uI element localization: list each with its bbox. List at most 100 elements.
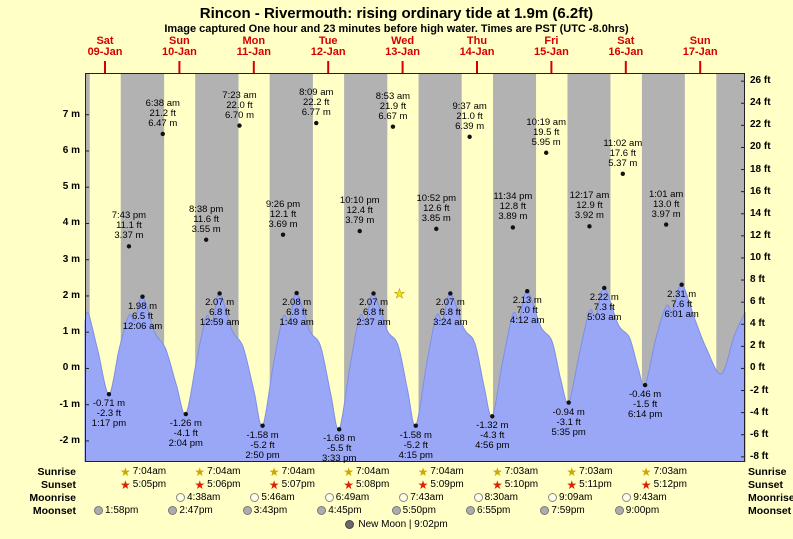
moonrise-icon xyxy=(176,493,185,502)
tide-marker-label-line: 2.22 m xyxy=(589,291,619,303)
tide-marker-label-line: 7.6 ft xyxy=(671,298,693,310)
y-axis-label-m: 4 m xyxy=(62,217,80,229)
upper-marker-dot xyxy=(510,225,516,230)
upper-marker-label-line: 7:23 am xyxy=(222,89,257,101)
astro-row-label-left: Sunset xyxy=(40,479,76,491)
tide-marker-label-line: 2.07 m xyxy=(435,297,465,309)
y-axis-label-ft: 22 ft xyxy=(750,119,771,131)
tide-marker-dot xyxy=(490,414,495,419)
day-label: Sat 16-Jan xyxy=(596,36,656,58)
tide-marker-label-line: 3:33 pm xyxy=(322,453,357,465)
astro-row-label-right: Sunset xyxy=(748,479,784,491)
tide-marker-label: 2.07 m 6.8 ft 3:24 am xyxy=(421,298,479,328)
upper-marker-label: 10:19 am 19.5 ft 5.95 m xyxy=(517,117,575,148)
tide-marker-label-line: -4.3 ft xyxy=(480,430,505,442)
upper-marker-dot xyxy=(237,123,242,128)
day-date: 14-Jan xyxy=(459,46,495,58)
upper-marker-label-line: 7:43 pm xyxy=(111,210,147,222)
sunset-time: 5:10pm xyxy=(504,479,539,490)
upper-marker-label-line: 10:10 pm xyxy=(339,195,380,207)
upper-marker-label-line: 8:38 pm xyxy=(188,203,224,215)
tide-marker-label-line: 2.31 m xyxy=(667,288,697,300)
tide-marker-dot xyxy=(448,291,453,296)
tide-marker-label: 2.31 m 7.6 ft 6:01 am xyxy=(653,288,711,320)
upper-marker-label-line: 21.9 ft xyxy=(379,100,407,112)
upper-marker-label: 10:52 pm 12.6 ft 3.85 m xyxy=(407,192,465,224)
moonrise-entry: 9:09am xyxy=(548,492,592,503)
tide-marker-label-line: 4:12 am xyxy=(510,315,545,327)
tide-marker-label-line: 7.3 ft xyxy=(593,301,615,313)
day-label: Sun 10-Jan xyxy=(149,36,209,58)
upper-marker-dot xyxy=(620,171,625,176)
tide-marker-label-line: 12:06 am xyxy=(122,320,163,332)
tide-marker-label-line: 2.08 m xyxy=(282,297,312,309)
moonrise-time: 4:38am xyxy=(187,492,221,503)
tide-marker-dot xyxy=(566,400,571,405)
sunrise-star-icon: ★ xyxy=(566,464,578,479)
moonrise-time: 8:30am xyxy=(484,492,518,503)
y-axis-label-ft: -8 ft xyxy=(750,450,769,462)
moonset-icon xyxy=(317,506,327,515)
tide-marker-label-line: 2.07 m xyxy=(205,297,235,309)
y-axis-label-ft: 10 ft xyxy=(750,251,771,263)
y-axis-label-m: 3 m xyxy=(62,253,80,265)
tide-marker-label-line: -1.5 ft xyxy=(632,399,658,411)
astro-row-label-left: Sunrise xyxy=(37,466,76,478)
tide-marker-label: -1.26 m -4.1 ft 2:04 pm xyxy=(157,419,215,449)
tide-marker-dot xyxy=(371,291,376,296)
tide-marker-label: -0.46 m -1.5 ft 6:14 pm xyxy=(616,390,674,420)
sunrise-time: 7:04am xyxy=(132,466,167,477)
moonset-time: 1:58pm xyxy=(105,505,139,516)
upper-marker-label: 7:43 pm 11.1 ft 3.37 m xyxy=(100,211,158,241)
moonset-entry: 5:50pm xyxy=(391,505,436,516)
tide-marker-label-line: 1:17 pm xyxy=(91,418,127,430)
upper-marker-label-line: 12.1 ft xyxy=(269,208,297,220)
tide-marker-label-line: 6.5 ft xyxy=(131,310,154,322)
moonset-icon xyxy=(242,506,252,515)
moonrise-time: 7:43am xyxy=(410,492,444,503)
upper-marker-dot xyxy=(126,244,132,249)
sunset-time: 5:06pm xyxy=(207,479,241,490)
day-label: Thu 14-Jan xyxy=(447,36,507,58)
upper-marker-dot xyxy=(203,237,209,242)
upper-marker-label-line: 11.1 ft xyxy=(116,220,142,232)
upper-marker-label: 11:34 pm 12.8 ft 3.89 m xyxy=(484,192,542,222)
sunset-star-icon: ★ xyxy=(268,477,280,492)
y-axis-label-ft: 16 ft xyxy=(750,185,771,197)
sunset-entry: ★ 5:11pm xyxy=(566,479,611,491)
day-of-week: Mon xyxy=(242,35,266,47)
night-band xyxy=(85,73,90,462)
moonset-icon xyxy=(168,506,178,515)
sunset-time: 5:12pm xyxy=(653,479,687,490)
upper-marker-label-line: 22.0 ft xyxy=(226,99,253,111)
moonset-entry: 9:00pm xyxy=(614,505,659,516)
upper-marker-label-line: 19.5 ft xyxy=(532,126,560,138)
y-axis-label-ft: 26 ft xyxy=(750,75,771,87)
moonrise-time: 9:43am xyxy=(633,492,667,503)
tide-marker-label-line: -5.2 ft xyxy=(403,439,428,451)
upper-marker-label-line: 10:52 pm xyxy=(416,192,457,204)
sunset-star-icon: ★ xyxy=(417,477,429,492)
upper-marker-label: 8:38 pm 11.6 ft 3.55 m xyxy=(177,203,235,235)
sunrise-time: 7:03am xyxy=(579,466,613,477)
tide-marker-label-line: 1.98 m xyxy=(127,300,158,312)
day-of-week: Thu xyxy=(466,35,488,47)
sunrise-star-icon: ★ xyxy=(492,464,503,479)
sunrise-time: 7:04am xyxy=(281,466,315,477)
upper-marker-label-line: 8:53 am xyxy=(375,90,411,102)
day-date: 17-Jan xyxy=(682,46,718,58)
tide-marker-label: 2.08 m 6.8 ft 1:49 am xyxy=(268,298,326,328)
moonrise-time: 6:49am xyxy=(335,492,370,503)
tide-marker-label-line: -1.58 m xyxy=(399,429,432,441)
sunrise-time: 7:03am xyxy=(653,466,687,477)
y-axis-label-ft: 24 ft xyxy=(750,97,771,109)
tide-marker-label-line: -5.5 ft xyxy=(327,443,352,455)
tide-marker-label-line: 2.13 m xyxy=(512,295,542,307)
moonset-time: 6:55pm xyxy=(477,505,511,516)
moonset-icon xyxy=(614,506,624,515)
day-label: Fri 15-Jan xyxy=(521,36,581,58)
upper-marker-label-line: 3.79 m xyxy=(345,215,375,227)
sunset-entry: ★ 5:09pm xyxy=(417,477,464,492)
